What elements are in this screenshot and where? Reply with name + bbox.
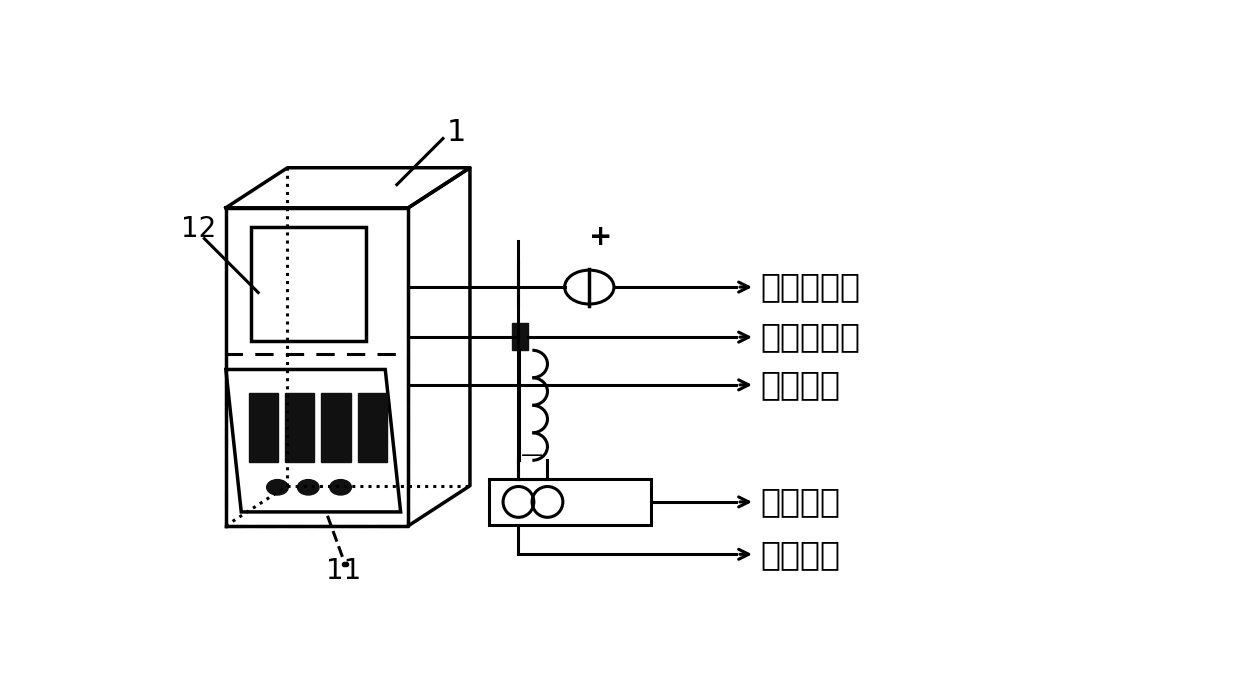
Text: +: + xyxy=(589,223,613,251)
Bar xyxy=(357,392,387,462)
Text: 保护信号: 保护信号 xyxy=(760,485,841,518)
Bar xyxy=(490,479,651,525)
Text: 电流传感器: 电流传感器 xyxy=(760,271,861,304)
Bar xyxy=(321,392,351,462)
Ellipse shape xyxy=(330,480,351,495)
Ellipse shape xyxy=(267,480,288,495)
Text: 1: 1 xyxy=(446,118,466,147)
Text: 12: 12 xyxy=(181,215,217,243)
Bar xyxy=(285,392,315,462)
Text: 温度传感器: 温度传感器 xyxy=(760,320,861,354)
Bar xyxy=(250,227,366,341)
Ellipse shape xyxy=(298,480,319,495)
Text: 跳闸线圈: 跳闸线圈 xyxy=(760,368,841,401)
Bar xyxy=(249,392,278,462)
Text: —: — xyxy=(521,445,543,465)
Text: 11: 11 xyxy=(326,557,361,585)
Text: 接点信号: 接点信号 xyxy=(760,538,841,571)
Bar xyxy=(512,323,528,350)
